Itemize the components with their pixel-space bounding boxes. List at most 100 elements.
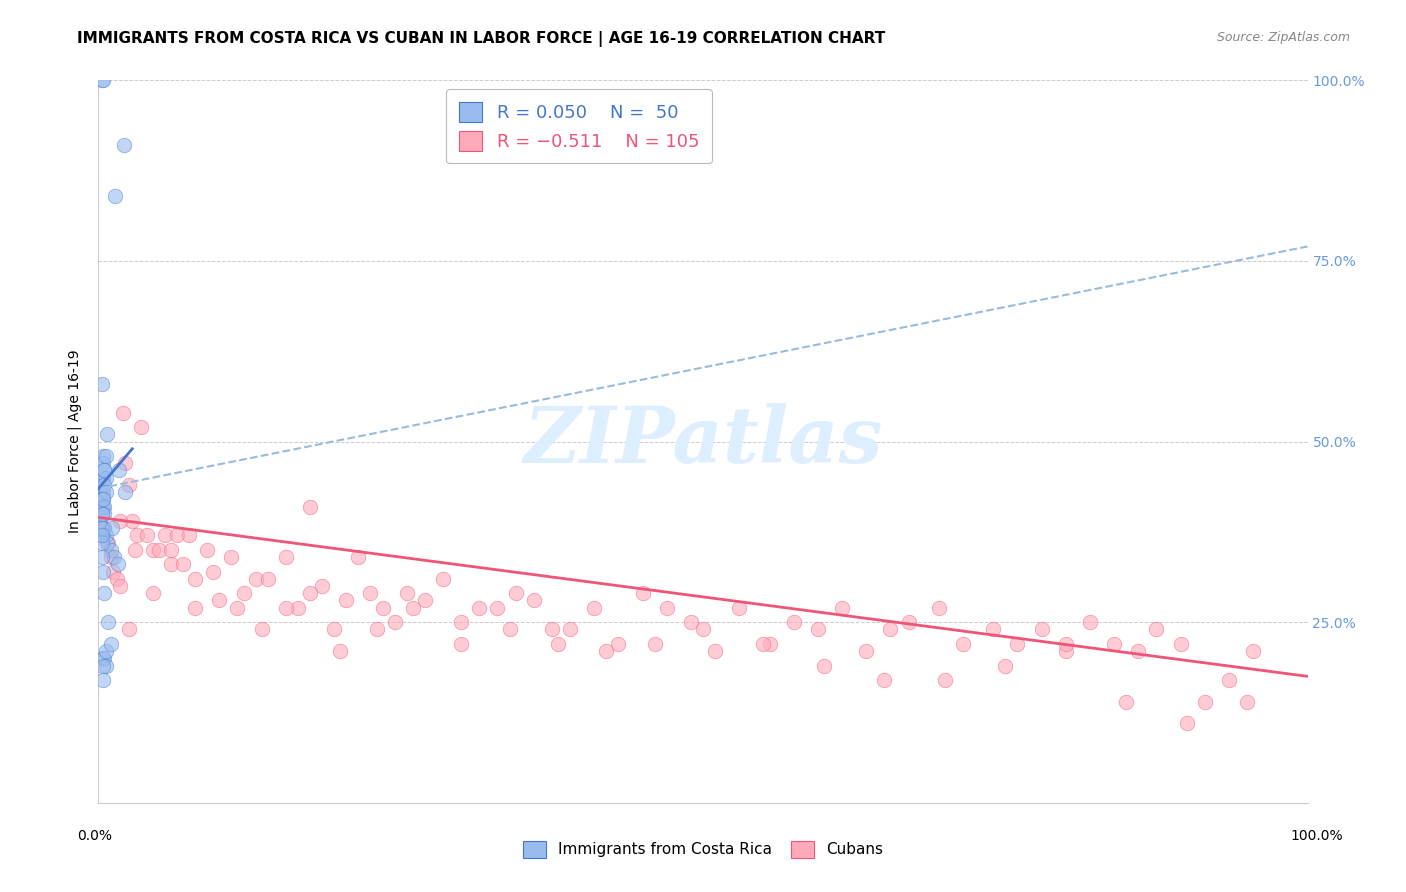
Point: [91, 492, 114, 507]
Point: [129, 420, 152, 434]
Point: [114, 485, 136, 500]
Point: [1128, 644, 1150, 658]
Y-axis label: In Labor Force | Age 16-19: In Labor Force | Age 16-19: [67, 350, 83, 533]
Point: [644, 637, 666, 651]
Point: [879, 623, 901, 637]
Point: [897, 615, 920, 630]
Point: [91, 507, 114, 521]
Point: [179, 528, 201, 542]
Point: [121, 514, 143, 528]
Point: [91, 528, 114, 542]
Point: [450, 637, 472, 651]
Point: [679, 615, 702, 630]
Point: [112, 138, 135, 153]
Point: [195, 542, 218, 557]
Point: [274, 600, 297, 615]
Text: 0.0%: 0.0%: [77, 829, 112, 843]
Point: [1031, 623, 1053, 637]
Point: [384, 615, 406, 630]
Point: [523, 593, 546, 607]
Point: [226, 600, 249, 615]
Point: [704, 644, 727, 658]
Point: [100, 637, 122, 651]
Point: [91, 376, 114, 391]
Point: [91, 500, 114, 514]
Point: [91, 492, 114, 507]
Point: [782, 615, 804, 630]
Point: [1194, 695, 1216, 709]
Point: [323, 623, 346, 637]
Point: [91, 565, 114, 579]
Point: [256, 572, 278, 586]
Point: [93, 507, 115, 521]
Point: [91, 492, 114, 507]
Point: [1146, 623, 1168, 637]
Point: [94, 470, 117, 484]
Point: [274, 550, 297, 565]
Point: [108, 514, 131, 528]
Point: [692, 623, 714, 637]
Point: [172, 558, 194, 572]
Point: [208, 593, 231, 607]
Point: [91, 478, 114, 492]
Point: [114, 456, 136, 470]
Point: [202, 565, 225, 579]
Point: [118, 478, 141, 492]
Point: [142, 586, 165, 600]
Point: [250, 623, 273, 637]
Point: [93, 478, 115, 492]
Point: [111, 406, 134, 420]
Point: [547, 637, 569, 651]
Point: [468, 600, 491, 615]
Point: [93, 463, 115, 477]
Point: [96, 427, 118, 442]
Point: [232, 586, 254, 600]
Point: [335, 593, 357, 607]
Point: [1054, 637, 1077, 651]
Point: [631, 586, 654, 600]
Point: [1236, 695, 1258, 709]
Point: [486, 600, 509, 615]
Point: [1007, 637, 1029, 651]
Point: [655, 600, 678, 615]
Point: [124, 542, 146, 557]
Point: [91, 73, 114, 87]
Point: [855, 644, 877, 658]
Point: [498, 623, 520, 637]
Point: [1175, 716, 1198, 731]
Point: [245, 572, 267, 586]
Point: [135, 528, 157, 542]
Point: [93, 500, 115, 514]
Point: [166, 528, 188, 542]
Point: [1218, 673, 1240, 687]
Point: [107, 558, 129, 572]
Point: [831, 600, 853, 615]
Point: [97, 615, 120, 630]
Point: [100, 550, 122, 565]
Point: [91, 500, 114, 514]
Point: [91, 535, 114, 549]
Point: [93, 521, 115, 535]
Point: [395, 586, 418, 600]
Point: [104, 189, 127, 203]
Point: [583, 600, 606, 615]
Point: [91, 521, 114, 535]
Point: [299, 586, 322, 600]
Point: [595, 644, 617, 658]
Point: [607, 637, 630, 651]
Point: [1170, 637, 1192, 651]
Point: [96, 535, 118, 549]
Point: [94, 658, 117, 673]
Point: [91, 550, 114, 565]
Point: [142, 542, 165, 557]
Point: [728, 600, 751, 615]
Point: [93, 586, 115, 600]
Point: [93, 463, 115, 477]
Point: [994, 658, 1017, 673]
Point: [127, 528, 149, 542]
Point: [371, 600, 394, 615]
Point: [450, 615, 472, 630]
Text: Source: ZipAtlas.com: Source: ZipAtlas.com: [1216, 31, 1350, 45]
Point: [148, 542, 170, 557]
Point: [94, 485, 117, 500]
